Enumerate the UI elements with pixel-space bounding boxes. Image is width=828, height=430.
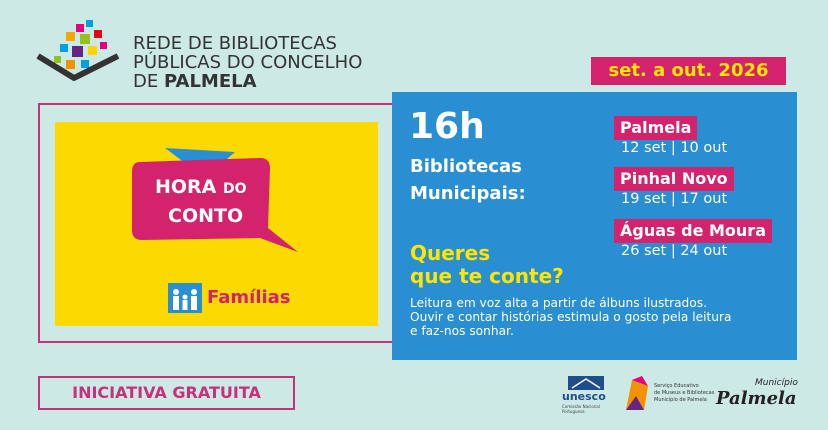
service-line: de Museus e Bibliotecas — [654, 390, 715, 396]
service-line: Município de Palmela — [654, 397, 707, 403]
service-logo: Serviço Educativo de Museus e Biblioteca… — [654, 383, 714, 404]
event-title: HORA DO — [155, 176, 247, 198]
question-line: Queres — [410, 241, 491, 265]
time: 16h — [409, 106, 485, 147]
venue-line: Bibliotecas — [410, 156, 522, 177]
location-dates: 26 set | 24 out — [621, 243, 728, 259]
service-line: Serviço Educativo — [654, 383, 699, 389]
municipio-label: Município — [755, 378, 798, 388]
title-word: HORA — [155, 176, 217, 198]
location-name: Pinhal Novo — [614, 167, 734, 191]
logo-line-bold: PALMELA — [163, 71, 257, 92]
question-line: que te conte? — [410, 264, 564, 288]
logo-line: PÚBLICAS DO CONCELHO — [133, 52, 363, 73]
question: Queres que te conte? — [410, 242, 564, 288]
location-dates: 12 set | 10 out — [621, 140, 728, 156]
description: Leitura em voz alta a partir de álbuns i… — [410, 296, 732, 338]
title-word: CONTO — [168, 205, 244, 227]
description-line: e faz-nos sonhar. — [410, 324, 514, 338]
venue-line: Municipais: — [410, 183, 526, 204]
date-badge: set. a out. 2026 — [591, 57, 786, 85]
logo-icon — [36, 20, 120, 81]
logo-book — [36, 53, 120, 81]
municipio-name: Palmela — [716, 388, 797, 409]
logo-line: REDE DE BIBLIOTECAS — [133, 33, 337, 54]
free-label: INICIATIVA GRATUITA — [38, 376, 295, 410]
unesco-icon — [568, 376, 604, 390]
audience: Famílias — [207, 287, 291, 308]
unesco-sub-line: Comissão Nacional — [562, 404, 600, 409]
description-line: Leitura em voz alta a partir de álbuns i… — [410, 296, 707, 310]
location-dates: 19 set | 17 out — [621, 191, 728, 207]
description-line: Ouvir e contar histórias estimula o gost… — [410, 310, 732, 324]
title-word: DO — [223, 181, 247, 197]
location-name: Águas de Moura — [614, 219, 772, 243]
unesco-sub-line: Portuguesa — [562, 409, 585, 414]
venue: Bibliotecas Municipais: — [410, 153, 526, 207]
location-name: Palmela — [614, 116, 698, 140]
logo-line: DE — [133, 71, 159, 92]
logo-squares — [54, 20, 107, 69]
logo-text: REDE DE BIBLIOTECAS PÚBLICAS DO CONCELHO… — [133, 34, 362, 91]
service-icon — [626, 376, 648, 410]
unesco-logo: unesco — [562, 390, 606, 403]
family-icon — [168, 283, 202, 313]
speech-bubble — [132, 148, 298, 252]
unesco-sub: Comissão Nacional Portuguesa — [562, 404, 600, 414]
